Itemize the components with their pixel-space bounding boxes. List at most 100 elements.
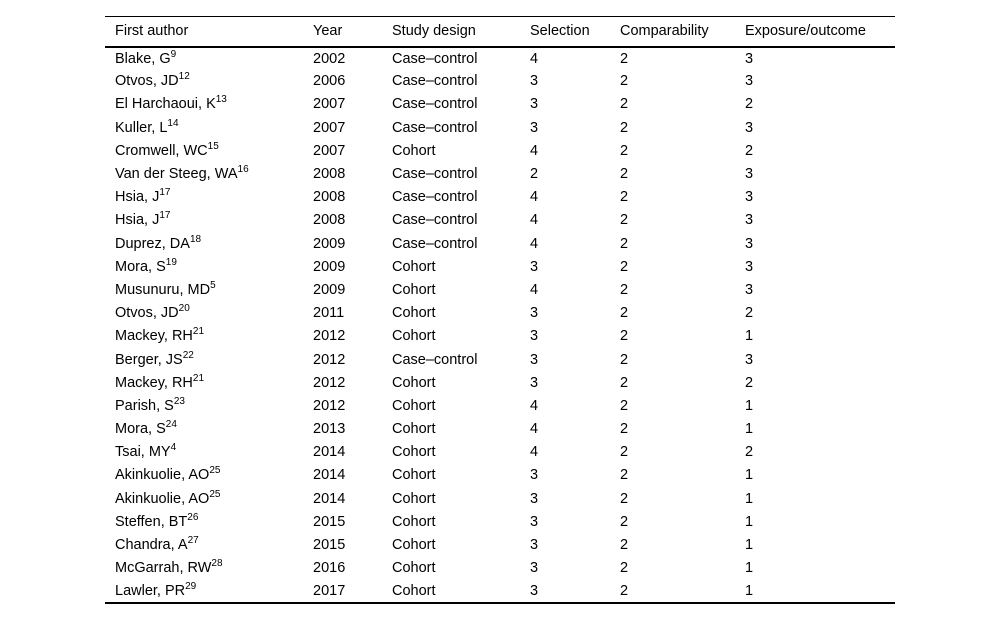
column-header-selection: Selection: [530, 23, 590, 40]
quality-assessment-table-container: First author Year Study design Selection Com…: [105, 16, 895, 604]
cell-comparability: 2: [620, 374, 629, 391]
cell-comparability: 2: [620, 281, 629, 298]
cell-comparability: 2: [620, 490, 629, 507]
cell-year: 2008: [313, 189, 346, 206]
cell-design: Cohort: [392, 374, 436, 391]
cell-comparability: 2: [620, 305, 629, 322]
table-row: Akinkuolie, AO25 2014 Cohort 3 2 1: [105, 487, 895, 510]
cell-selection: 4: [530, 444, 539, 461]
reference-superscript: 5: [210, 280, 216, 292]
reference-superscript: 27: [187, 535, 199, 547]
cell-design: Cohort: [392, 582, 436, 599]
cell-exposure: 1: [745, 537, 754, 554]
cell-selection: 3: [530, 374, 539, 391]
cell-design: Cohort: [392, 537, 436, 554]
cell-year: 2012: [313, 351, 346, 368]
cell-selection: 4: [530, 189, 539, 206]
cell-selection: 3: [530, 537, 539, 554]
table-row: Mackey, RH21 2012 Cohort 3 2 1: [105, 325, 895, 348]
cell-selection: 3: [530, 328, 539, 345]
cell-exposure: 3: [745, 166, 754, 183]
cell-year: 2014: [313, 490, 346, 507]
cell-author: Lawler, PR29: [105, 580, 313, 603]
cell-selection: 3: [530, 582, 539, 599]
cell-selection: 3: [530, 513, 539, 530]
cell-comparability: 2: [620, 235, 629, 252]
table-row: Lawler, PR29 2017 Cohort 3 2 1: [105, 580, 895, 603]
reference-superscript: 23: [173, 396, 185, 408]
cell-exposure: 1: [745, 467, 754, 484]
cell-year: 2014: [313, 467, 346, 484]
table-row: Parish, S23 2012 Cohort 4 2 1: [105, 394, 895, 417]
cell-design: Cohort: [392, 490, 436, 507]
reference-superscript: 29: [185, 581, 197, 593]
cell-selection: 4: [530, 212, 539, 229]
cell-selection: 4: [530, 142, 539, 159]
cell-design: Case–control: [392, 351, 478, 368]
cell-selection: 4: [530, 421, 539, 438]
cell-exposure: 3: [745, 235, 754, 252]
cell-year: 2007: [313, 96, 346, 113]
reference-superscript: 9: [170, 48, 177, 60]
author-name: Otvos, JD: [115, 73, 179, 90]
cell-exposure: 3: [745, 73, 754, 90]
table-row: Kuller, L14 2007 Case–control 3 2 3: [105, 116, 895, 139]
reference-superscript: 16: [237, 164, 249, 176]
cell-author: Akinkuolie, AO25: [105, 464, 313, 487]
author-name: Berger, JS: [115, 351, 183, 368]
author-name: Steffen, BT: [115, 513, 188, 530]
reference-superscript: 21: [192, 372, 205, 384]
cell-author: Mackey, RH21: [105, 371, 313, 394]
cell-year: 2007: [313, 119, 346, 136]
author-name: Parish, S: [115, 397, 174, 414]
cell-exposure: 1: [745, 582, 754, 599]
cell-exposure: 3: [745, 351, 754, 368]
cell-exposure: 3: [745, 281, 754, 298]
cell-selection: 3: [530, 467, 539, 484]
column-header-author: First author: [115, 23, 189, 40]
cell-author: Musunuru, MD5: [105, 278, 313, 301]
author-name: Akinkuolie, AO: [115, 467, 210, 484]
table-row: Cromwell, WC15 2007 Cohort 4 2 2: [105, 139, 895, 162]
reference-superscript: 22: [182, 349, 194, 361]
author-name: Hsia, J: [115, 189, 160, 206]
column-header-comparability: Comparability: [620, 23, 709, 40]
cell-author: Parish, S23: [105, 394, 313, 417]
cell-exposure: 1: [745, 397, 754, 414]
cell-comparability: 2: [620, 582, 629, 599]
author-name: McGarrah, RW: [115, 560, 212, 577]
cell-exposure: 1: [745, 328, 754, 345]
cell-design: Case–control: [392, 166, 478, 183]
table-row: Musunuru, MD5 2009 Cohort 4 2 3: [105, 278, 895, 301]
cell-selection: 4: [530, 281, 539, 298]
cell-comparability: 2: [620, 513, 629, 530]
table-row: Chandra, A27 2015 Cohort 3 2 1: [105, 533, 895, 556]
cell-selection: 4: [530, 235, 539, 252]
author-name: Cromwell, WC: [115, 142, 208, 159]
cell-author: Hsia, J17: [105, 209, 313, 232]
cell-design: Case–control: [392, 119, 478, 136]
cell-comparability: 2: [620, 397, 629, 414]
cell-author: Berger, JS22: [105, 348, 313, 371]
reference-superscript: 17: [159, 210, 171, 222]
cell-comparability: 2: [620, 119, 629, 136]
table-row: Akinkuolie, AO25 2014 Cohort 3 2 1: [105, 464, 895, 487]
cell-selection: 3: [530, 560, 539, 577]
cell-year: 2011: [313, 305, 345, 322]
reference-superscript: 26: [187, 512, 199, 524]
author-name: Blake, G: [115, 50, 171, 67]
cell-exposure: 1: [745, 513, 754, 530]
cell-comparability: 2: [620, 166, 629, 183]
cell-year: 2016: [313, 560, 346, 577]
reference-superscript: 28: [211, 558, 223, 570]
cell-design: Cohort: [392, 328, 436, 345]
cell-year: 2002: [313, 50, 346, 67]
table-row: Blake, G9 2002 Case–control 4 2 3: [105, 47, 895, 70]
table-row: Mora, S19 2009 Cohort 3 2 3: [105, 255, 895, 278]
author-name: Musunuru, MD: [115, 281, 211, 298]
cell-selection: 3: [530, 305, 539, 322]
cell-comparability: 2: [620, 351, 629, 368]
author-name: Hsia, J: [115, 212, 160, 229]
cell-exposure: 2: [745, 142, 754, 159]
cell-comparability: 2: [620, 537, 629, 554]
